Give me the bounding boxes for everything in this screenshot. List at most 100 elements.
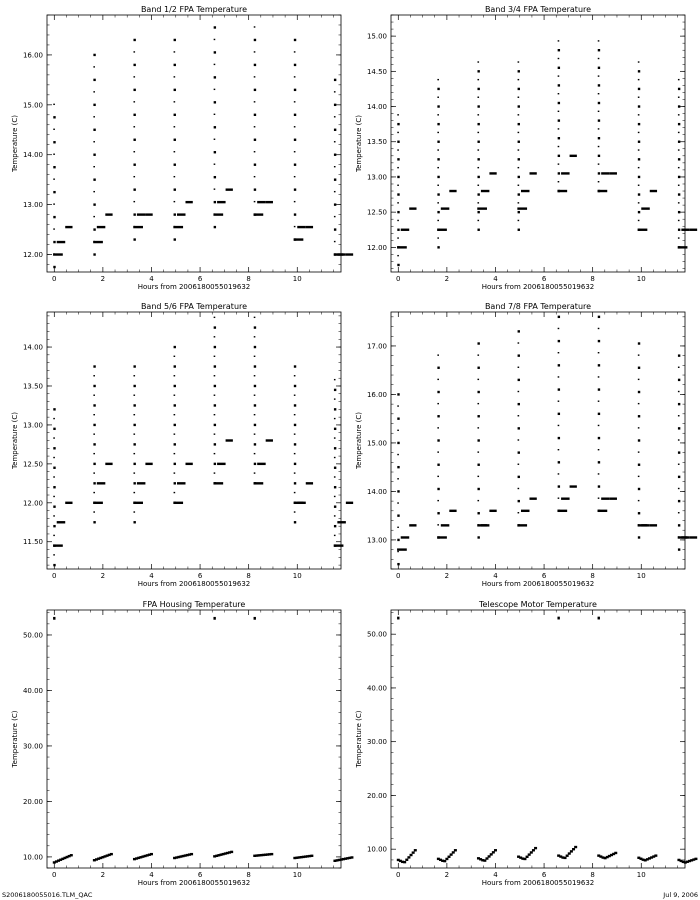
data-point <box>440 524 450 527</box>
data-point <box>133 138 136 141</box>
data-point <box>133 51 136 53</box>
x-axis-label: Hours from 2006180055019632 <box>482 879 595 887</box>
data-point <box>185 200 193 204</box>
data-point <box>677 131 680 134</box>
data-point <box>53 166 56 169</box>
data-point <box>293 225 296 228</box>
outlier-point <box>557 616 560 620</box>
data-point <box>397 526 399 528</box>
data-point <box>517 228 520 231</box>
data-point <box>293 472 296 474</box>
data-point <box>437 158 440 161</box>
y-tick-label: 16.00 <box>23 51 43 59</box>
data-point <box>253 452 256 455</box>
data-point <box>253 345 257 349</box>
data-point <box>477 439 480 442</box>
data-point <box>677 87 681 91</box>
data-point <box>213 38 216 41</box>
data-point <box>685 860 689 863</box>
data-point <box>480 524 490 527</box>
data-point <box>677 228 681 231</box>
x-tick-label: 4 <box>149 572 154 580</box>
data-point <box>53 128 55 130</box>
data-point <box>93 501 103 505</box>
data-point <box>61 857 65 861</box>
data-point <box>333 103 337 107</box>
data-point <box>344 857 348 860</box>
data-point <box>257 462 266 466</box>
data-point <box>574 845 578 849</box>
data-point <box>397 202 399 204</box>
data-point <box>517 427 520 430</box>
x-tick-label: 0 <box>52 572 56 580</box>
data-point <box>437 524 439 526</box>
data-point <box>133 521 136 524</box>
y-tick-label: 40.00 <box>367 684 387 692</box>
data-point <box>397 538 400 542</box>
data-point <box>215 854 219 857</box>
data-point <box>517 207 528 210</box>
data-point <box>637 131 640 134</box>
data-point <box>213 63 216 66</box>
data-point <box>557 424 560 427</box>
data-point <box>637 415 641 418</box>
data-point <box>479 858 483 861</box>
data-point <box>597 509 608 513</box>
data-point <box>637 228 648 231</box>
data-point <box>213 113 216 116</box>
data-point <box>477 378 480 381</box>
data-point <box>253 175 256 178</box>
data-point <box>489 172 497 175</box>
data-point <box>677 149 680 151</box>
data-point <box>677 237 680 239</box>
data-point <box>53 253 63 256</box>
outlier-point <box>53 616 56 620</box>
data-point <box>477 487 480 491</box>
data-point <box>213 101 217 104</box>
data-point <box>253 188 257 191</box>
data-point <box>597 485 601 488</box>
data-point <box>557 49 561 52</box>
plot-frame <box>46 609 342 869</box>
data-point <box>333 505 337 508</box>
data-point <box>93 521 96 524</box>
y-axis-label: Temperature (C) <box>355 115 363 173</box>
data-point <box>517 70 520 73</box>
data-point <box>437 210 440 214</box>
x-tick-label: 10 <box>293 871 302 879</box>
data-point <box>173 472 176 474</box>
data-point <box>53 476 55 478</box>
data-point <box>293 175 296 178</box>
data-point <box>257 200 266 204</box>
data-point <box>266 853 269 856</box>
y-tick-label: 10.00 <box>23 853 43 861</box>
data-point <box>53 141 56 144</box>
y-tick-label: 30.00 <box>23 742 43 750</box>
y-tick-label: 13.00 <box>23 201 43 209</box>
data-point <box>190 852 194 856</box>
data-point <box>637 193 641 196</box>
data-point <box>677 512 680 514</box>
data-point <box>333 544 344 547</box>
data-point <box>133 423 136 427</box>
data-point <box>597 189 608 193</box>
data-point <box>53 466 56 469</box>
data-point <box>437 184 439 186</box>
data-point <box>517 366 520 368</box>
data-point <box>437 202 439 204</box>
data-point <box>677 158 681 161</box>
data-point <box>557 101 561 105</box>
data-point <box>53 240 56 244</box>
x-tick-label: 2 <box>101 572 105 580</box>
data-point <box>133 482 136 485</box>
x-tick-label: 10 <box>637 572 646 580</box>
data-point <box>333 456 336 459</box>
data-point <box>93 452 95 455</box>
x-tick-label: 2 <box>445 871 449 879</box>
data-point <box>213 200 217 204</box>
data-point <box>440 207 450 210</box>
data-point <box>572 848 576 851</box>
data-point <box>133 384 136 388</box>
data-point <box>559 855 563 858</box>
data-point <box>677 78 680 81</box>
